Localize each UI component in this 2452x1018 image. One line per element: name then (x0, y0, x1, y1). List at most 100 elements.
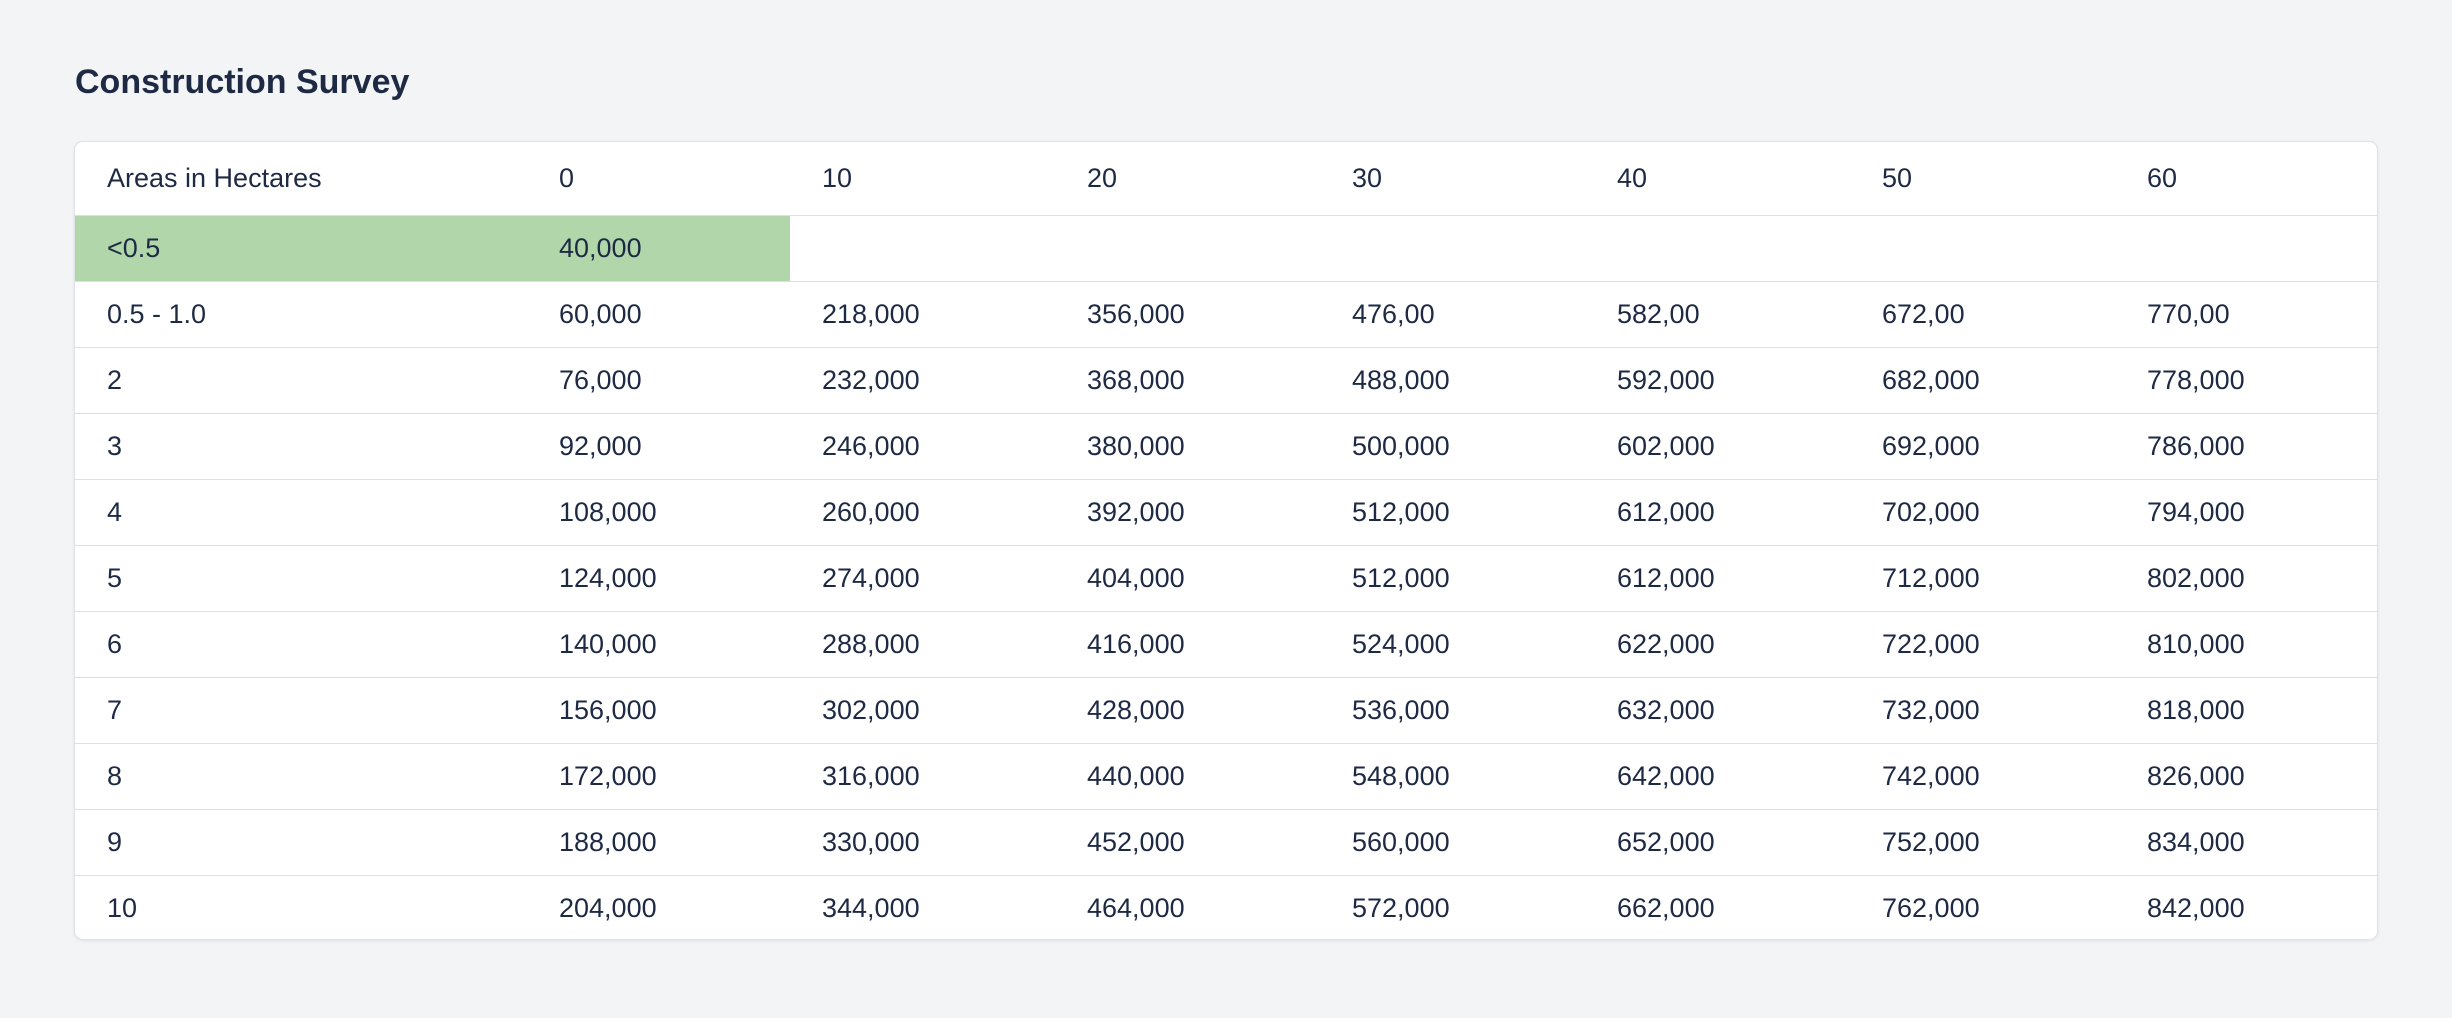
table-cell: 592,000 (1585, 347, 1850, 414)
row-label-cell: <0.5 (75, 215, 527, 282)
row-label-cell: 5 (75, 545, 527, 612)
table-cell: 108,000 (527, 479, 790, 546)
table-cell: 834,000 (2115, 809, 2377, 876)
table-cell: 572,000 (1352, 893, 1450, 923)
table-cell: 582,00 (1585, 281, 1850, 348)
table-cell: 488,000 (1320, 347, 1585, 414)
table-cell: 652,000 (1585, 809, 1850, 876)
row-label-cell: 9 (75, 809, 527, 876)
table-cell: 188,000 (527, 809, 790, 876)
table-cell: 356,000 (1055, 281, 1320, 348)
table-cell: 524,000 (1320, 611, 1585, 678)
table-row: 4 108,000 260,000 392,000 512,000 612,000 702,… (75, 479, 2377, 546)
table-cell: 330,000 (790, 809, 1055, 876)
table-cell: 172,000 (527, 743, 790, 810)
table-cell: 92,000 (527, 413, 790, 480)
row-label-cell: 8 (75, 743, 527, 810)
row-label-cell: 3 (75, 413, 527, 480)
row-label-cell: 7 (75, 677, 527, 744)
table-cell: 316,000 (790, 743, 1055, 810)
table-cell: 818,000 (2115, 677, 2377, 744)
table-cell: 368,000 (1055, 347, 1320, 414)
table-row: <0.5 40,000 (75, 215, 2377, 282)
table-cell: 428,000 (1055, 677, 1320, 744)
table-cell: 642,000 (1585, 743, 1850, 810)
table-cell: 712,000 (1850, 545, 2115, 612)
table-cell (1320, 215, 1585, 282)
table-cell: 156,000 (527, 677, 790, 744)
table-cell: 548,000 (1320, 743, 1585, 810)
header-row: Areas in Hectares 0 10 20 30 40 50 60 (75, 142, 2377, 216)
table-cell: 274,000 (790, 545, 1055, 612)
table-cell: 672,00 (1850, 281, 2115, 348)
table-cell: 682,000 (1850, 347, 2115, 414)
table-cell: 204,000 (559, 893, 657, 923)
table-cell: 842,000 (2147, 893, 2245, 923)
table-row: 7 156,000 302,000 428,000 536,000 632,000 732,… (75, 677, 2377, 744)
table-cell (1585, 215, 1850, 282)
table-body: <0.5 40,000 0.5 - 1.0 60,000 218,000 356,000 4… (75, 215, 2377, 940)
column-header: 0 (527, 142, 790, 216)
table-cell: 732,000 (1850, 677, 2115, 744)
page-title: Construction Survey (75, 63, 410, 101)
table-cell (2115, 215, 2377, 282)
row-label-cell: 6 (75, 611, 527, 678)
row-label-cell: 0.5 - 1.0 (75, 281, 527, 348)
table-cell: 560,000 (1320, 809, 1585, 876)
table-cell: 452,000 (1055, 809, 1320, 876)
table-cell: 810,000 (2115, 611, 2377, 678)
column-header: 40 (1585, 142, 1850, 216)
table-cell (790, 215, 1055, 282)
row-label-cell: 2 (75, 347, 527, 414)
table-cell: 416,000 (1055, 611, 1320, 678)
table-cell: 232,000 (790, 347, 1055, 414)
table-cell: 770,00 (2115, 281, 2377, 348)
table-cell: 302,000 (790, 677, 1055, 744)
table-cell: 288,000 (790, 611, 1055, 678)
table-row: 10 204,000 344,000 464,000 572,000 662,000 762… (75, 876, 2377, 940)
table-cell: 464,000 (1087, 893, 1185, 923)
table-cell: 392,000 (1055, 479, 1320, 546)
table-row: 8 172,000 316,000 440,000 548,000 642,000 742,… (75, 743, 2377, 810)
table-row: 9 188,000 330,000 452,000 560,000 652,000 752,… (75, 809, 2377, 876)
table-cell: 802,000 (2115, 545, 2377, 612)
row-label-cell: 4 (75, 479, 527, 546)
table-cell: 612,000 (1585, 545, 1850, 612)
column-header: 60 (2115, 142, 2377, 216)
table-cell: 246,000 (790, 413, 1055, 480)
table-cell: 662,000 (1617, 893, 1715, 923)
column-header-area: Areas in Hectares (75, 142, 527, 216)
table-cell: 778,000 (2115, 347, 2377, 414)
table-row: 0.5 - 1.0 60,000 218,000 356,000 476,00 582,0… (75, 281, 2377, 348)
table-cell: 344,000 (822, 893, 920, 923)
table-cell: 404,000 (1055, 545, 1320, 612)
survey-table: Areas in Hectares 0 10 20 30 40 50 60 <0.5 40,00… (75, 142, 2377, 940)
table-cell: 762,000 (1882, 893, 1980, 923)
table-cell: 60,000 (527, 281, 790, 348)
table-cell: 794,000 (2115, 479, 2377, 546)
column-header: 30 (1320, 142, 1585, 216)
table-row: 5 124,000 274,000 404,000 512,000 612,000 712,… (75, 545, 2377, 612)
table-row: 2 76,000 232,000 368,000 488,000 592,000 682,0… (75, 347, 2377, 414)
table-cell: 622,000 (1585, 611, 1850, 678)
table-row: 3 92,000 246,000 380,000 500,000 602,000 692,0… (75, 413, 2377, 480)
column-header: 10 (790, 142, 1055, 216)
table-cell: 500,000 (1320, 413, 1585, 480)
table-header: Areas in Hectares 0 10 20 30 40 50 60 (75, 142, 2377, 216)
table-cell: 692,000 (1850, 413, 2115, 480)
table-cell: 76,000 (527, 347, 790, 414)
table-cell: 440,000 (1055, 743, 1320, 810)
table-cell: 260,000 (790, 479, 1055, 546)
table-cell: 742,000 (1850, 743, 2115, 810)
table-cell: 786,000 (2115, 413, 2377, 480)
table-cell: 218,000 (790, 281, 1055, 348)
table-cell: 40,000 (527, 215, 790, 282)
column-header: 50 (1850, 142, 2115, 216)
table-cell: 512,000 (1320, 479, 1585, 546)
table-cell: 602,000 (1585, 413, 1850, 480)
column-header: 20 (1055, 142, 1320, 216)
table-cell: 632,000 (1585, 677, 1850, 744)
table-cell: 752,000 (1850, 809, 2115, 876)
row-label-cell: 10 (107, 893, 138, 923)
table-cell: 140,000 (527, 611, 790, 678)
